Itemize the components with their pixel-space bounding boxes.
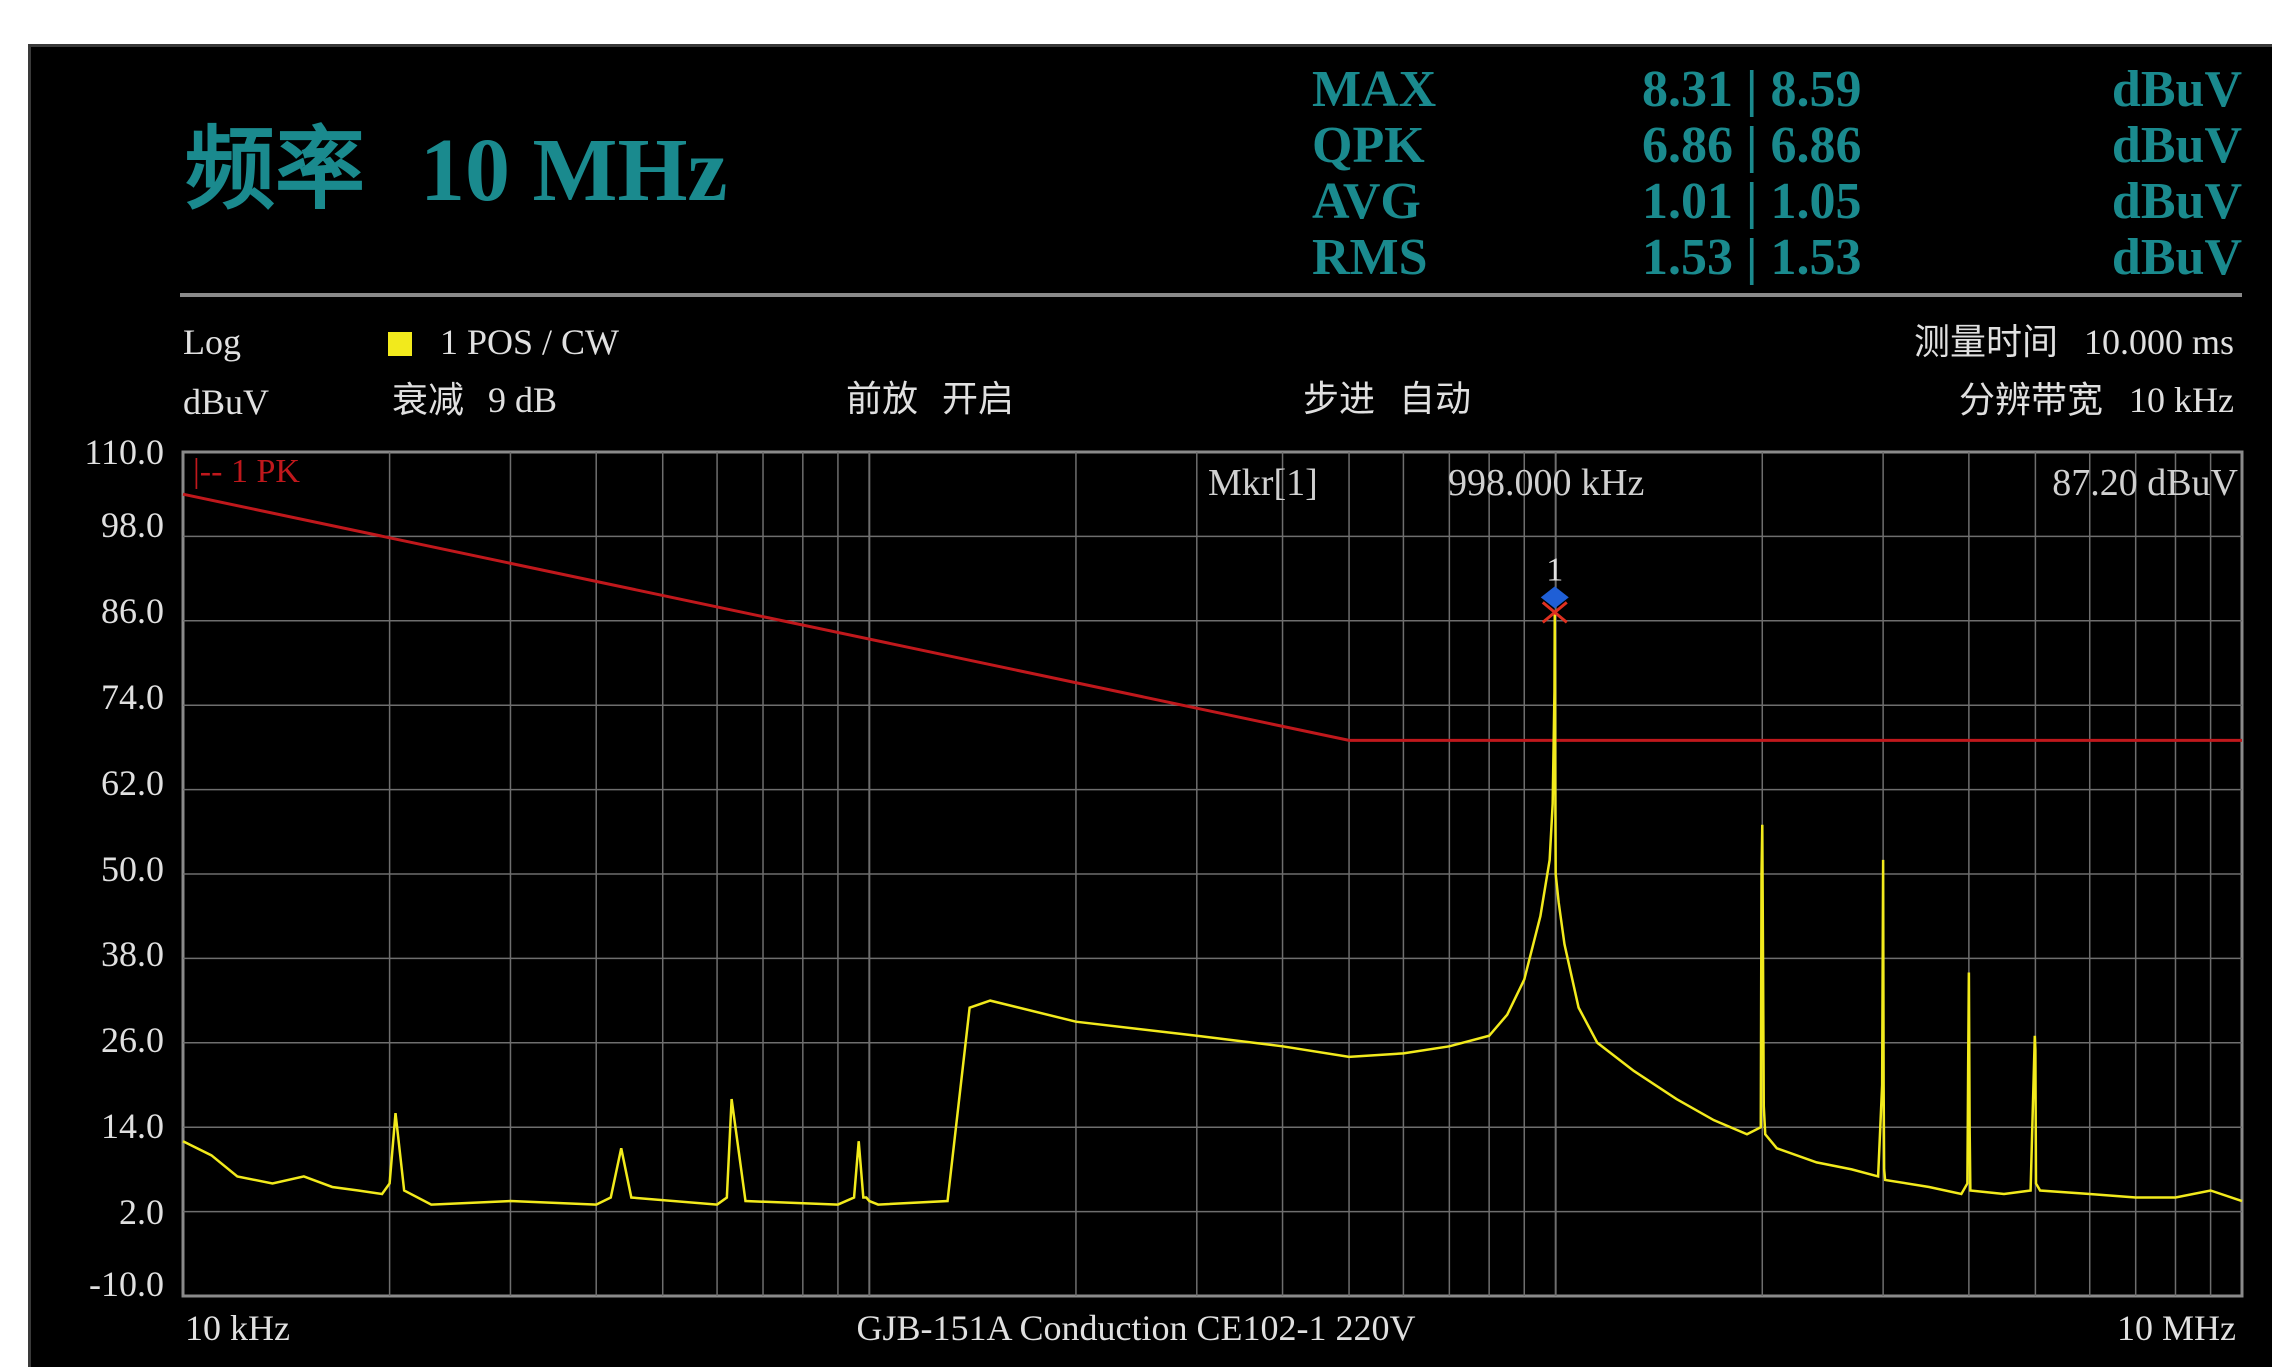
trace-legend-label: 1 POS / CW <box>440 322 620 362</box>
limit-line <box>182 492 2242 742</box>
scale-label: Log <box>183 322 241 362</box>
header-divider <box>180 293 2242 297</box>
y-tick-label: 86.0 <box>101 591 164 631</box>
x-end-label: 10 MHz <box>2117 1308 2236 1348</box>
y-tick-label: 14.0 <box>101 1106 164 1146</box>
measurement-row-rms: RMS 1.53 | 1.53 dBuV <box>1312 230 2242 286</box>
measure-time: 测量时间 10.000 ms <box>1914 322 2234 363</box>
rbw: 分辨带宽 10 kHz <box>1959 380 2234 421</box>
measurement-unit: dBuV <box>2111 173 2242 230</box>
marker-readout-level: 87.20 dBuV <box>2052 462 2238 504</box>
measurement-row-avg: AVG 1.01 | 1.05 dBuV <box>1312 174 2242 230</box>
measurement-row-qpk: QPK 6.86 | 6.86 dBuV <box>1312 118 2242 174</box>
marker-diamond <box>1540 586 1569 609</box>
limit-line-label: |-- 1 PK <box>193 453 300 490</box>
footer-standard-label: GJB-151A Conduction CE102-1 220V <box>856 1308 1416 1348</box>
measurement-unit: dBuV <box>2111 229 2242 286</box>
y-tick-label: 50.0 <box>101 849 164 889</box>
attenuation-label: 衰减 <box>392 380 465 421</box>
attenuation-value: 9 dB <box>488 380 558 420</box>
measure-time-value: 10.000 ms <box>2083 322 2234 362</box>
measurement-label: QPK <box>1312 117 1425 174</box>
measurement-row-max: MAX 8.31 | 8.59 dBuV <box>1312 62 2242 118</box>
measurement-value: 1.53 | 1.53 <box>1642 229 1862 286</box>
step-value: 自动 <box>1399 379 1472 420</box>
marker-cross-line <box>1541 601 1568 624</box>
marker-readout-frequency: 998.000 kHz <box>1448 462 1644 504</box>
frequency-label: 频率 <box>185 117 365 222</box>
y-tick-label: 110.0 <box>84 432 164 472</box>
trace-legend: 1 POS / CW <box>388 322 619 362</box>
measurement-label: MAX <box>1312 61 1437 118</box>
frequency-title: 频率 10 MHz <box>185 125 727 216</box>
trace-line <box>182 612 2243 1206</box>
y-tick-label: 98.0 <box>101 505 164 545</box>
preamp-value: 开启 <box>942 379 1015 420</box>
x-start-label: 10 kHz <box>185 1308 290 1348</box>
measurement-unit: dBuV <box>2111 117 2242 174</box>
preamp-label: 前放 <box>846 379 919 420</box>
step: 步进 自动 <box>1303 380 1471 420</box>
y-tick-label: 38.0 <box>101 934 164 974</box>
y-tick-label: 74.0 <box>101 677 164 717</box>
preamp: 前放 开启 <box>846 380 1014 420</box>
measurement-unit: dBuV <box>2111 61 2242 118</box>
y-tick-label: 26.0 <box>101 1020 164 1060</box>
frequency-value: 10 MHz <box>420 121 728 220</box>
measurement-value: 8.31 | 8.59 <box>1642 61 1862 118</box>
measure-time-label: 测量时间 <box>1913 322 2058 363</box>
marker-id-label: 1 <box>1546 551 1563 588</box>
trace-color-swatch <box>388 332 412 356</box>
y-tick-label: 62.0 <box>101 763 164 803</box>
measurement-label: RMS <box>1312 229 1428 286</box>
marker-readout-label: Mkr[1] <box>1208 462 1318 504</box>
rbw-label: 分辨带宽 <box>1959 380 2104 421</box>
step-label: 步进 <box>1303 379 1376 420</box>
unit-label: dBuV <box>183 382 270 422</box>
measurement-label: AVG <box>1312 173 1421 230</box>
y-tick-label: -10.0 <box>89 1264 164 1304</box>
attenuation: 衰减 9 dB <box>392 380 557 421</box>
measurement-value: 1.01 | 1.05 <box>1642 173 1862 230</box>
y-tick-label: 2.0 <box>119 1192 164 1232</box>
rbw-value: 10 kHz <box>2129 380 2234 420</box>
measurement-value: 6.86 | 6.86 <box>1642 117 1862 174</box>
